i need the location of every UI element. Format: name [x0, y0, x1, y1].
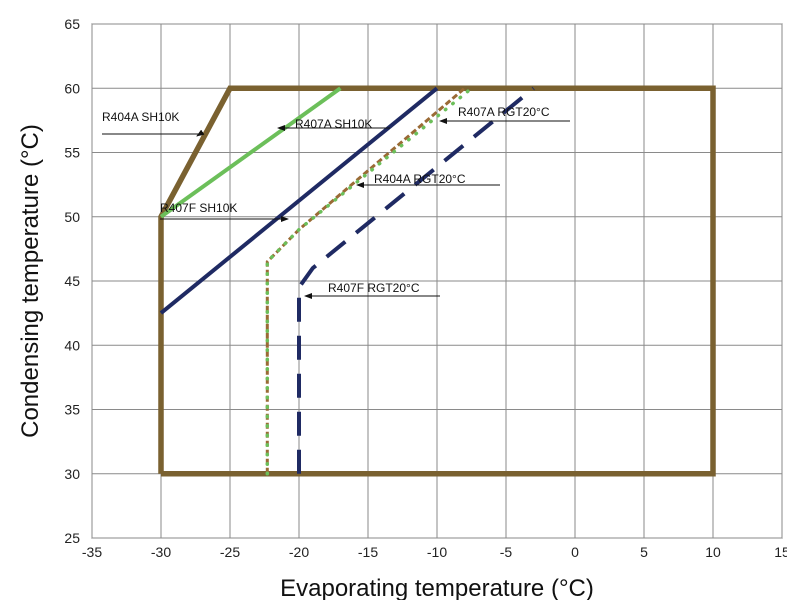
series-line-r404a-sh10k — [159, 87, 232, 218]
series-line-envelope — [158, 85, 716, 477]
x-tick-label: -15 — [358, 544, 378, 560]
y-tick-label: 30 — [64, 466, 80, 482]
x-tick-label: -30 — [151, 544, 171, 560]
y-tick-label: 65 — [64, 16, 80, 32]
y-tick-label: 40 — [64, 337, 80, 353]
x-axis-title: Evaporating temperature (°C) — [280, 575, 594, 600]
y-tick-label: 60 — [64, 80, 80, 96]
x-tick-label: -35 — [82, 544, 102, 560]
x-tick-label: -10 — [427, 544, 447, 560]
x-tick-label: 10 — [705, 544, 721, 560]
annotation-label: R404A SH10K — [102, 110, 179, 124]
series-line-r407f-rgt20-c — [297, 86, 535, 474]
annotations: R404A SH10K R407A SH10K R407F SH10K R407A R… — [102, 105, 570, 299]
annotation-label: R404A RGT20°C — [374, 172, 466, 186]
x-tick-label: -20 — [289, 544, 309, 560]
annotation-arrow — [196, 129, 205, 137]
y-tick-label: 45 — [64, 273, 80, 289]
x-tick-label: 15 — [774, 544, 787, 560]
series-line-r407a-sh10k — [159, 86, 342, 219]
y-tick-labels: 25 30 35 40 45 50 55 60 65 — [64, 16, 80, 546]
x-tick-label: -5 — [500, 544, 513, 560]
annotation-label: R407A SH10K — [295, 117, 372, 131]
x-tick-labels: -35 -30 -25 -20 -15 -10 -5 0 5 10 15 — [82, 544, 787, 560]
series-line-r404a-rgt20-c — [265, 87, 466, 474]
y-axis-title: Condensing temperature (°C) — [17, 124, 44, 438]
series-line-r407f-sh10k — [159, 86, 439, 315]
y-tick-label: 35 — [64, 402, 80, 418]
annotation-label: R407F SH10K — [160, 201, 237, 215]
annotation-label: R407A RGT20°C — [458, 105, 550, 119]
y-tick-label: 50 — [64, 209, 80, 225]
x-tick-label: -25 — [220, 544, 240, 560]
x-tick-label: 0 — [571, 544, 579, 560]
y-tick-label: 55 — [64, 145, 80, 161]
series-lines — [158, 85, 716, 477]
y-tick-label: 25 — [64, 530, 80, 546]
annotation-label: R407F RGT20°C — [328, 281, 420, 295]
series-line-r407a-rgt20-c — [265, 86, 474, 476]
x-tick-label: 5 — [640, 544, 648, 560]
